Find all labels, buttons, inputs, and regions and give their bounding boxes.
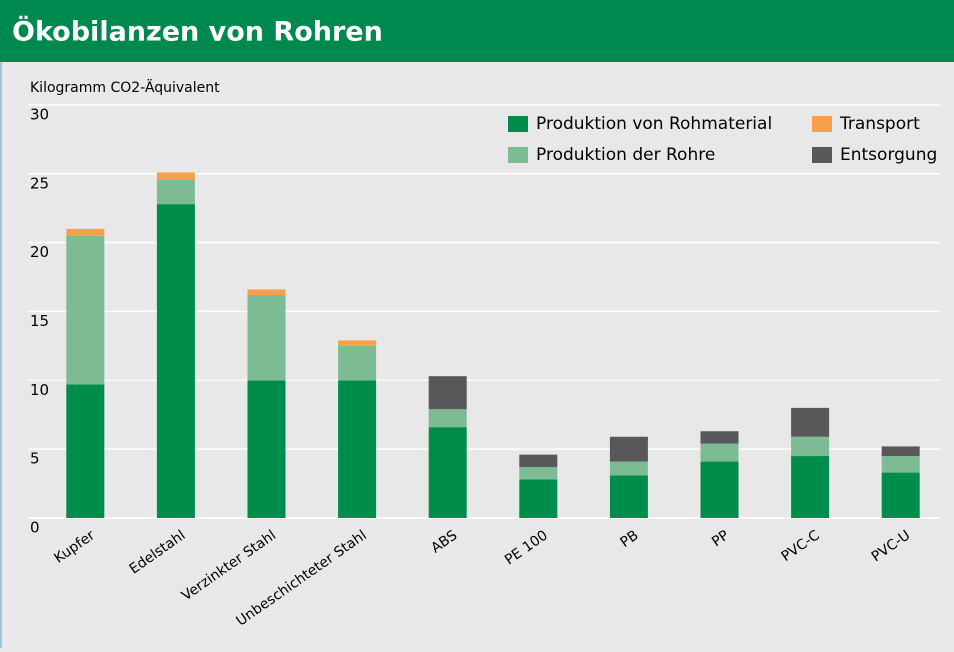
- bar-segment: [519, 454, 558, 468]
- bar-segment: [609, 436, 648, 462]
- y-tick-label: 25: [30, 174, 49, 192]
- y-tick-label: 15: [30, 312, 49, 330]
- bar-segment: [338, 345, 377, 381]
- x-tick-label: PE 100: [502, 527, 551, 568]
- bar-segment: [609, 475, 648, 518]
- bar-segment: [791, 407, 830, 437]
- bar-segment: [881, 446, 920, 457]
- legend-swatch: [812, 147, 832, 163]
- bar-segment: [338, 380, 377, 518]
- x-tick-label: PB: [618, 527, 642, 550]
- bar-segment: [700, 431, 739, 444]
- bar-segment: [791, 456, 830, 518]
- y-tick-label: 5: [30, 450, 40, 468]
- x-tick-label: Verzinkter Stahl: [179, 527, 279, 604]
- bar-segment: [247, 294, 286, 381]
- x-tick-label: ABS: [428, 527, 460, 556]
- x-tick-label: Edelstahl: [127, 527, 189, 577]
- bar-segment: [881, 472, 920, 518]
- bar-segment: [156, 204, 195, 518]
- bar-segment: [519, 467, 558, 480]
- bar-segment: [156, 172, 195, 180]
- bar-segment: [791, 436, 830, 457]
- y-tick-label: 30: [30, 106, 49, 124]
- bar-segment: [66, 228, 105, 236]
- legend-swatch: [508, 147, 528, 163]
- bar-segment: [66, 235, 105, 385]
- legend-swatch: [508, 116, 528, 132]
- bar-segment: [700, 461, 739, 518]
- bar-segment: [338, 340, 377, 346]
- legend-label: Transport: [839, 114, 920, 134]
- bar-segment: [519, 479, 558, 518]
- bar-segment: [609, 461, 648, 476]
- legend-label: Produktion von Rohmaterial: [536, 114, 772, 134]
- bar-segment: [247, 289, 286, 295]
- y-tick-label: 10: [30, 381, 49, 399]
- y-tick-label: 20: [30, 243, 49, 261]
- bar-segment: [428, 409, 467, 428]
- y-axis-label: Kilogramm CO2-Äquivalent: [30, 78, 220, 96]
- bar-segment: [881, 456, 920, 473]
- bar-segment: [156, 179, 195, 205]
- x-tick-label: Kupfer: [51, 527, 98, 566]
- legend-swatch: [812, 116, 832, 132]
- bar-segment: [700, 443, 739, 462]
- bar-segment: [247, 380, 286, 518]
- header-bar: [0, 0, 954, 62]
- x-tick-label: PP: [709, 527, 732, 550]
- chart-title: Ökobilanzen von Rohren: [12, 15, 383, 48]
- x-tick-label: PVC-C: [779, 527, 823, 565]
- bar-segment: [66, 384, 105, 518]
- legend-label: Produktion der Rohre: [536, 145, 715, 165]
- bar-segment: [428, 376, 467, 410]
- bar-segment: [428, 427, 467, 518]
- x-tick-label: PVC-U: [869, 527, 913, 565]
- left-border: [0, 62, 2, 648]
- legend-label: Entsorgung: [840, 145, 937, 165]
- y-tick-label: 0: [30, 519, 40, 537]
